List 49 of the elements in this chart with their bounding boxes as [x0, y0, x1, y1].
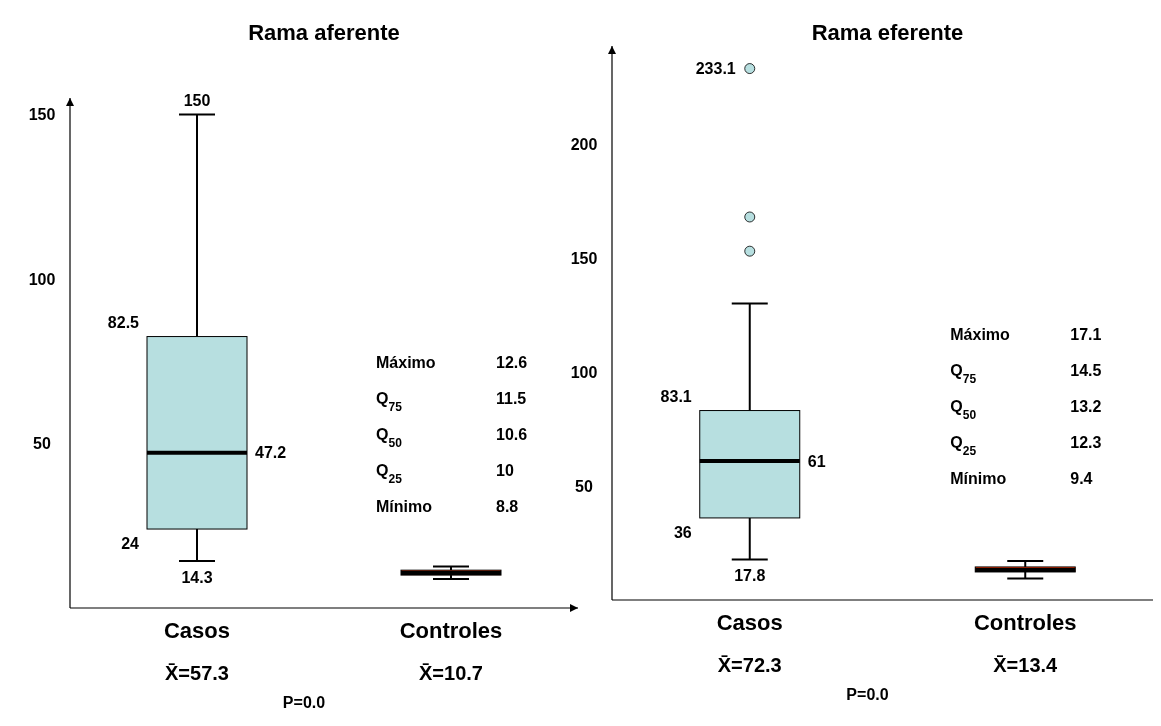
annotation: 17.1 — [1070, 325, 1102, 343]
annotation: 13.2 — [1070, 397, 1102, 415]
annotation: 82.5 — [107, 314, 140, 332]
annotation: Q$_{50}$ — [376, 426, 403, 451]
annotation: 17.8 — [734, 567, 766, 585]
annotation: 83.1 — [660, 388, 692, 406]
annotation: 61 — [807, 452, 826, 470]
chart-title: Rama aferente — [248, 20, 400, 45]
y-tick-label: 50 — [575, 477, 593, 495]
text: X̄=72.3 — [717, 654, 782, 676]
annotation: 150 — [183, 92, 211, 110]
annotation: Máximo — [376, 354, 436, 372]
x-tick-label: Casos — [163, 618, 231, 643]
annotation: 47.2 — [255, 444, 287, 462]
annotation: 10 — [496, 462, 514, 480]
annotation: 8.8 — [496, 498, 519, 516]
text: X̄=10.7 — [419, 662, 483, 684]
y-tick-label: 200 — [570, 135, 598, 153]
y-tick-label: 100 — [28, 270, 56, 288]
annotation: 9.4 — [1070, 469, 1093, 487]
x-tick-label: Controles — [399, 618, 503, 643]
annotation: Máximo — [950, 325, 1011, 343]
annotation: 36 — [673, 523, 692, 541]
annotation: Mínimo — [950, 469, 1007, 487]
annotation: 233.1 — [695, 60, 736, 78]
y-tick-label: 50 — [33, 435, 51, 453]
x-tick-label: Casos — [716, 610, 783, 635]
annotation: Q$_{75}$ — [950, 361, 977, 386]
annotation: 12.3 — [1070, 433, 1102, 451]
annotation: Mínimo — [376, 498, 433, 516]
y-tick-label: 150 — [570, 249, 598, 267]
annotation: 10.6 — [496, 426, 528, 444]
annotation: Q$_{25}$ — [950, 433, 977, 458]
annotation: Q$_{25}$ — [376, 462, 403, 487]
y-tick-label: 100 — [570, 363, 598, 381]
x-tick-label: Controles — [973, 610, 1077, 635]
text: P=0.0 — [846, 686, 889, 703]
annotation: 14.3 — [181, 568, 213, 586]
annotation: 14.5 — [1070, 361, 1102, 379]
text: P=0.0 — [282, 694, 326, 711]
text: X̄=13.4 — [993, 654, 1059, 676]
annotation: 12.6 — [496, 354, 528, 372]
annotation: 11.5 — [496, 390, 527, 408]
y-tick-label: 150 — [28, 106, 56, 124]
text: X̄=57.3 — [165, 662, 229, 684]
chart-title: Rama eferente — [811, 20, 964, 45]
annotation: Q$_{75}$ — [376, 390, 403, 415]
annotation: Q$_{50}$ — [950, 397, 977, 422]
annotation: 24 — [121, 534, 140, 552]
